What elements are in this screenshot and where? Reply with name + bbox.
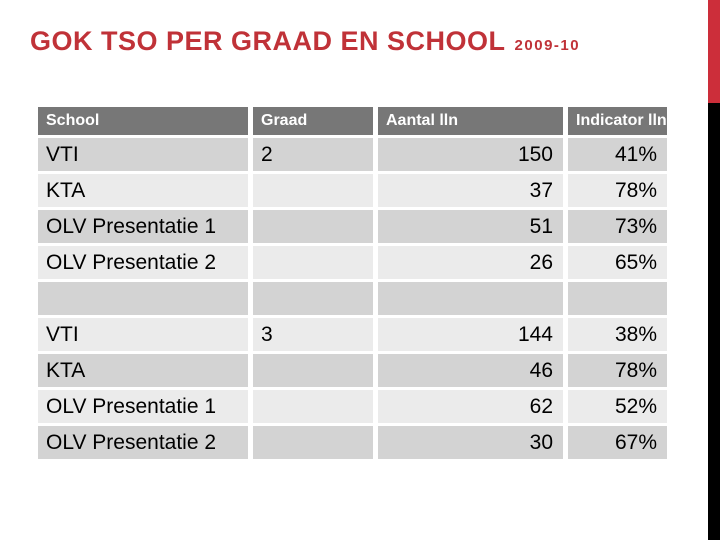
header-cell-indicator: Indicator lln: [568, 107, 667, 135]
cell-graad: 2: [253, 138, 373, 171]
accent-bar-black: [708, 103, 720, 540]
cell-indicator: 78%: [568, 354, 667, 387]
cell-school: OLV Presentatie 1: [38, 390, 248, 423]
cell-school: OLV Presentatie 2: [38, 246, 248, 279]
accent-bar-red: [708, 0, 720, 103]
header-cell-school: School: [38, 107, 248, 135]
cell-empty-indicator: [568, 282, 667, 315]
cell-aantal: 46: [378, 354, 563, 387]
cell-empty-graad: [253, 282, 373, 315]
cell-aantal: 62: [378, 390, 563, 423]
cell-aantal: 26: [378, 246, 563, 279]
cell-indicator: 78%: [568, 174, 667, 207]
slide-title-text: GOK TSO PER GRAAD EN SCHOOL: [30, 26, 506, 56]
cell-school: VTI: [38, 318, 248, 351]
cell-aantal: 150: [378, 138, 563, 171]
cell-school: KTA: [38, 174, 248, 207]
cell-empty-school: [38, 282, 248, 315]
cell-indicator: 67%: [568, 426, 667, 459]
header-cell-graad: Graad: [253, 107, 373, 135]
slide-title-year: 2009-10: [514, 37, 581, 54]
header-cell-aantal: Aantal lln: [378, 107, 563, 135]
cell-empty-graad: [253, 390, 373, 423]
cell-school: VTI: [38, 138, 248, 171]
cell-school: OLV Presentatie 1: [38, 210, 248, 243]
cell-indicator: 38%: [568, 318, 667, 351]
cell-empty-graad: [253, 174, 373, 207]
cell-aantal: 37: [378, 174, 563, 207]
cell-empty-graad: [253, 354, 373, 387]
cell-indicator: 52%: [568, 390, 667, 423]
cell-indicator: 73%: [568, 210, 667, 243]
cell-empty-graad: [253, 246, 373, 279]
cell-graad: 3: [253, 318, 373, 351]
gok-school-table: School Graad Aantal lln Indicator lln VTI 2 15…: [38, 107, 667, 459]
cell-indicator: 65%: [568, 246, 667, 279]
cell-indicator: 41%: [568, 138, 667, 171]
cell-empty-graad: [253, 426, 373, 459]
slide-title: GOK TSO PER GRAAD EN SCHOOL 2009-10: [30, 26, 580, 57]
cell-aantal: 51: [378, 210, 563, 243]
cell-aantal: 30: [378, 426, 563, 459]
cell-school: OLV Presentatie 2: [38, 426, 248, 459]
cell-school: KTA: [38, 354, 248, 387]
cell-empty-aantal: [378, 282, 563, 315]
cell-aantal: 144: [378, 318, 563, 351]
cell-empty-graad: [253, 210, 373, 243]
